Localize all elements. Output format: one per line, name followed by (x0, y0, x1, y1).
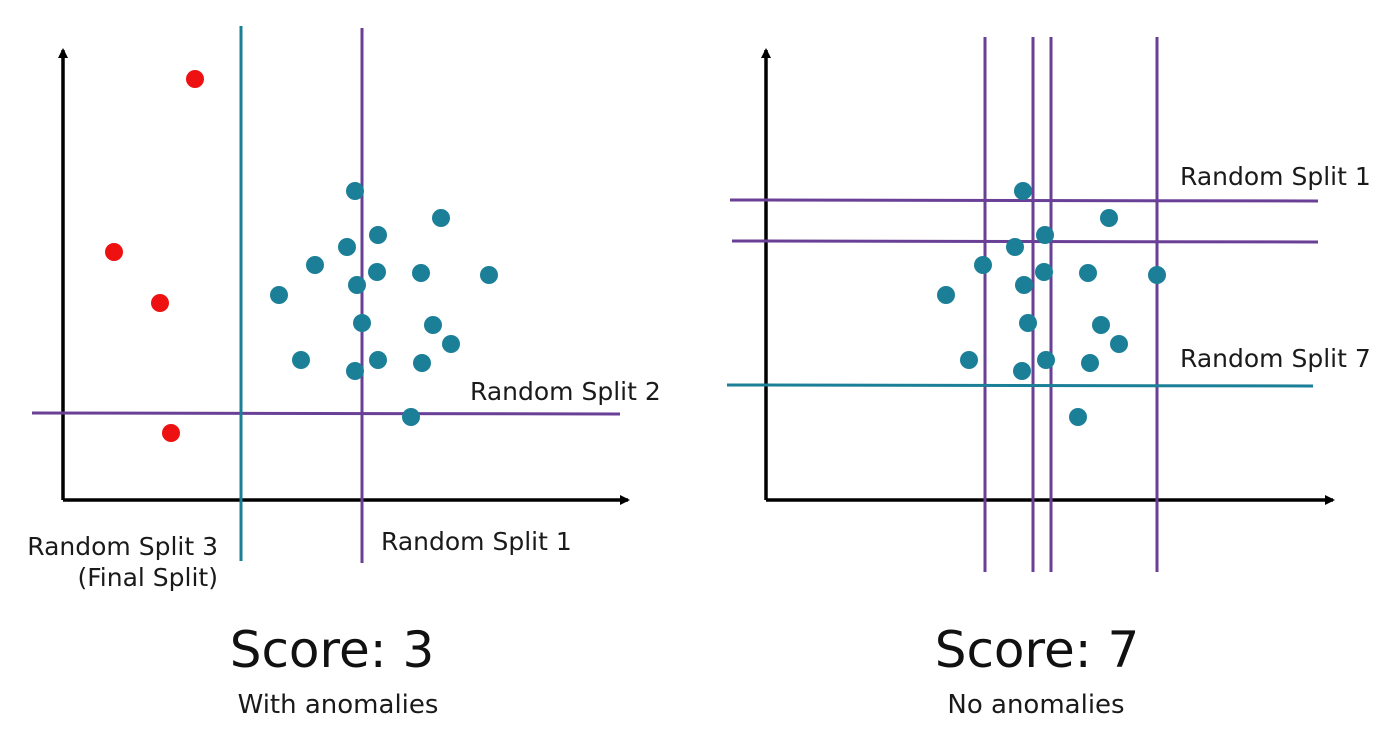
normal-data-point (1035, 263, 1053, 281)
right-caption: No anomalies (947, 690, 1124, 720)
left-split-3-note: (Final Split) (77, 563, 218, 592)
normal-data-point (412, 264, 430, 282)
right-horizontal-split (731, 239, 1319, 244)
right-points-group (937, 182, 1166, 426)
normal-data-point (348, 276, 366, 294)
normal-data-point (292, 351, 310, 369)
normal-data-point (338, 238, 356, 256)
anomaly-data-point (105, 243, 123, 261)
normal-data-point (369, 351, 387, 369)
anomaly-data-point (186, 70, 204, 88)
anomaly-data-point (162, 424, 180, 442)
normal-data-point (1019, 314, 1037, 332)
normal-data-point (1081, 354, 1099, 372)
normal-data-point (1079, 264, 1097, 282)
normal-data-point (1036, 226, 1054, 244)
left-split-2-line (31, 411, 621, 416)
normal-data-point (1069, 408, 1087, 426)
normal-data-point (270, 286, 288, 304)
normal-data-point (306, 256, 324, 274)
left-score: Score: 3 (230, 621, 435, 679)
normal-data-point (1148, 266, 1166, 284)
normal-data-point (480, 266, 498, 284)
normal-data-point (1110, 335, 1128, 353)
normal-data-point (369, 226, 387, 244)
normal-data-point (424, 316, 442, 334)
normal-data-point (353, 314, 371, 332)
right-split-1-line (729, 198, 1319, 203)
left-points-group (105, 70, 498, 442)
left-panel: Random Split 2 Random Split 3 (Final Spl… (27, 26, 661, 720)
normal-data-point (1006, 238, 1024, 256)
normal-data-point (960, 351, 978, 369)
left-split-3-label: Random Split 3 (27, 532, 218, 561)
normal-data-point (432, 209, 450, 227)
left-caption: With anomalies (238, 690, 439, 720)
normal-data-point (1015, 276, 1033, 294)
right-split-7-line (726, 383, 1314, 388)
normal-data-point (1037, 351, 1055, 369)
normal-data-point (368, 263, 386, 281)
normal-data-point (937, 286, 955, 304)
normal-data-point (974, 256, 992, 274)
left-split-2-label: Random Split 2 (470, 377, 661, 406)
normal-data-point (442, 335, 460, 353)
normal-data-point (1100, 209, 1118, 227)
normal-data-point (346, 362, 364, 380)
anomaly-data-point (151, 294, 169, 312)
right-split-7-label: Random Split 7 (1180, 344, 1371, 373)
left-split-1-label: Random Split 1 (381, 527, 572, 556)
normal-data-point (1014, 182, 1032, 200)
normal-data-point (1013, 362, 1031, 380)
right-split-1-label: Random Split 1 (1180, 162, 1371, 191)
right-panel: Random Split 1 Random Split 7 Score: 7 N… (726, 37, 1371, 720)
right-score: Score: 7 (935, 621, 1140, 679)
normal-data-point (402, 408, 420, 426)
normal-data-point (346, 182, 364, 200)
normal-data-point (1092, 316, 1110, 334)
normal-data-point (413, 354, 431, 372)
